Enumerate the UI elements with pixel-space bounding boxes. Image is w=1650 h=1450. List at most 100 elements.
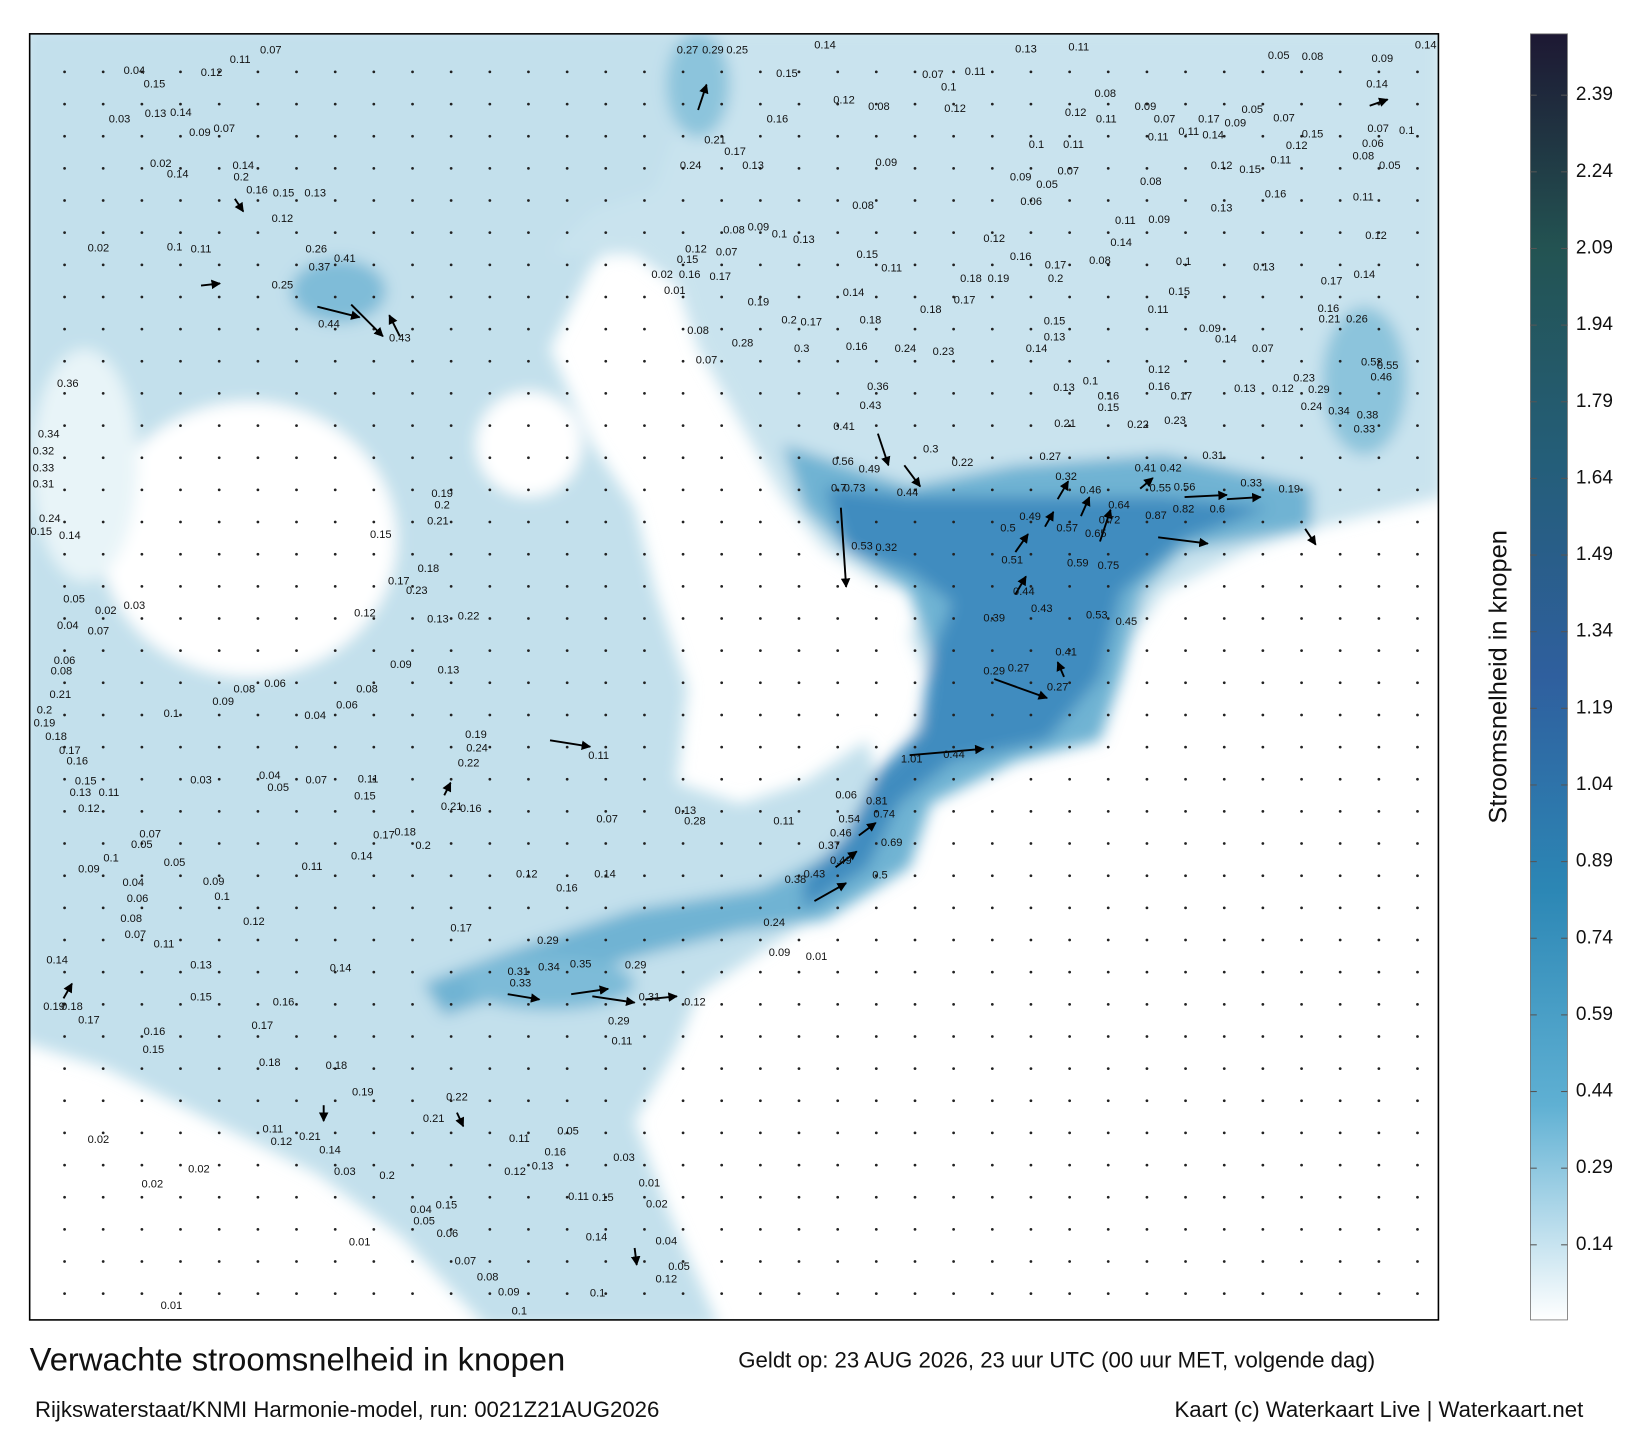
grid-dot [1416,874,1419,878]
grid-dot [333,392,337,395]
grid-dot [836,166,840,170]
grid-dot [101,906,105,910]
grid-dot [1106,842,1110,845]
grid-dot [913,1131,917,1135]
grid-dot [1416,713,1419,717]
grid-dot [1338,649,1342,653]
grid-dot [1106,231,1110,235]
speed-label: 0.11 [302,861,323,873]
grid-dot [565,1260,569,1263]
grid-dot [1029,1002,1033,1006]
speed-label: 0.7 [831,483,846,495]
current-arrow [549,739,592,751]
grid-dot [101,777,105,781]
speed-label: 0.28 [684,816,706,828]
grid-dot [217,584,221,588]
grid-dot [372,970,376,974]
colorbar-tick-label: 1.64 [1576,467,1613,488]
grid-dot [604,166,608,170]
grid-dot [101,263,105,267]
grid-dot [1106,166,1110,170]
grid-dot [720,166,724,170]
grid-dot [1338,1002,1342,1006]
grid-dot [63,1131,66,1135]
speed-label: 0.05 [1241,104,1263,116]
grid-dot [1068,552,1072,556]
grid-dot [1068,874,1072,878]
speed-label: 0.08 [1094,88,1116,100]
grid-dot [565,263,569,267]
grid-dot [101,1002,105,1006]
speed-label: 0.72 [1099,514,1121,526]
grid-dot [1068,263,1072,267]
grid-dot [1261,810,1265,813]
grid-dot [140,488,144,492]
grid-dot [874,359,878,363]
grid-dot [527,359,530,363]
speed-label: 0.15 [776,68,798,80]
grid-dot [759,1002,762,1006]
grid-dot [604,745,608,749]
current-arrow [200,279,221,290]
grid-dot [411,424,414,427]
grid-dot [1338,1228,1342,1231]
grid-dot [256,424,260,427]
grid-dot [952,295,955,299]
speed-label: 0.31 [1202,450,1224,462]
grid-dot [1184,263,1187,267]
grid-dot [990,359,994,363]
grid-dot [1184,584,1187,588]
grid-dot [1377,713,1381,717]
grid-dot [990,810,994,813]
speed-label: 0.5 [1000,523,1015,535]
grid-dot [565,810,569,813]
speed-label: 0.11 [568,1191,589,1203]
grid-dot [720,102,724,106]
grid-dot [101,327,105,331]
speed-label: 0.03 [190,774,212,786]
grid-dot [1068,617,1072,620]
speed-label: 0.37 [309,262,331,274]
grid-dot [179,134,182,138]
grid-dot [1106,1195,1110,1199]
grid-dot [140,777,144,781]
grid-dot [1184,1292,1187,1296]
grid-dot [1300,166,1303,170]
speed-label: 0.08 [1353,150,1375,162]
grid-dot [1068,1067,1072,1070]
grid-dot [295,263,298,267]
grid-dot [101,1228,105,1231]
grid-dot [1029,488,1033,492]
grid-dot [63,745,66,749]
speed-label: 0.09 [1225,118,1247,130]
speed-label: 0.16 [144,1026,166,1038]
grid-dot [527,520,530,524]
grid-dot [1377,552,1381,556]
grid-dot [1029,810,1033,813]
grid-dot [372,1131,376,1135]
grid-dot [720,713,724,717]
grid-dot [1416,1228,1419,1231]
speed-label: 0.1 [941,82,956,94]
grid-dot [1145,1131,1149,1135]
grid-dot [874,1035,878,1038]
grid-dot [1300,552,1303,556]
grid-dot [1029,166,1033,170]
grid-dot [1338,970,1342,974]
grid-dot [1106,810,1110,813]
grid-dot [913,938,917,942]
grid-dot [488,231,492,235]
grid-dot [1106,199,1110,202]
speed-label: 0.65 [1085,528,1107,540]
grid-dot [1300,584,1303,588]
grid-dot [1261,777,1265,781]
grid-dot [256,263,260,267]
grid-dot [449,617,453,620]
speed-label: 0.15 [1302,128,1324,140]
grid-dot [1222,231,1226,235]
grid-dot [874,713,878,717]
grid-dot [1106,777,1110,781]
low-flow-area [100,401,397,677]
grid-dot [1184,231,1187,235]
grid-dot [140,263,144,267]
